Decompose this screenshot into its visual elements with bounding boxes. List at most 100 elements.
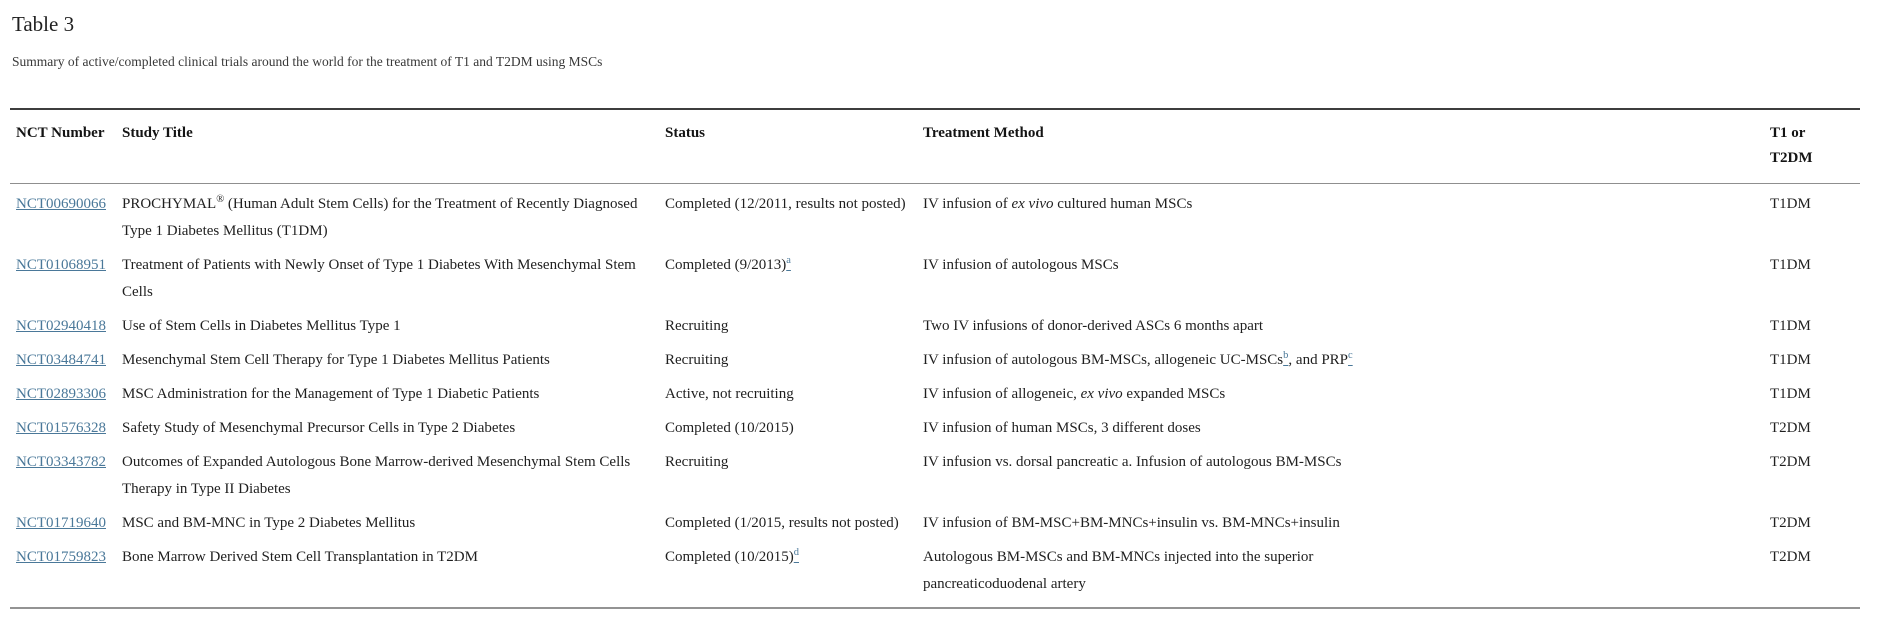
text-fragment: expanded MSCs — [1122, 386, 1226, 402]
column-header-treatment-method: Treatment Method — [923, 109, 1770, 184]
treatment-cell: Autologous BM-MSCs and BM-MNCs injected … — [923, 540, 1770, 608]
study-title-cell: Treatment of Patients with Newly Onset o… — [122, 248, 665, 309]
table-row: NCT01068951 Treatment of Patients with Ne… — [10, 248, 1860, 309]
text-fragment: Completed (10/2015) — [665, 420, 794, 436]
italic-text: ex vivo — [1011, 196, 1054, 212]
nct-link[interactable]: NCT01068951 — [16, 257, 106, 273]
text-fragment: Treatment of Patients with Newly Onset o… — [122, 257, 636, 300]
text-fragment: Autologous BM-MSCs and BM-MNCs injected … — [923, 549, 1314, 565]
text-fragment: MSC and BM-MNC in Type 2 Diabetes Mellit… — [122, 515, 416, 531]
type-cell: T1DM — [1770, 257, 1811, 273]
text-fragment: Recruiting — [665, 352, 729, 368]
nct-link[interactable]: NCT00690066 — [16, 196, 106, 212]
type-cell: T2DM — [1770, 420, 1811, 436]
text-fragment: Outcomes of Expanded Autologous Bone Mar… — [122, 454, 631, 497]
treatment-cell: IV infusion of human MSCs, 3 different d… — [923, 411, 1770, 445]
table-row: NCT00690066 PROCHYMAL® (Human Adult Stem … — [10, 184, 1860, 249]
nct-cell: NCT01719640 — [10, 506, 122, 540]
text-fragment: Recruiting — [665, 454, 729, 470]
text-fragment: , and PRP — [1288, 352, 1349, 368]
footnote-link-d[interactable]: d — [793, 547, 799, 558]
text-fragment: IV infusion of autologous BM-MSCs, allog… — [923, 352, 1284, 368]
table-row: NCT02893306 MSC Administration for the Ma… — [10, 377, 1860, 411]
table-label: Table 3 — [12, 12, 75, 36]
nct-link[interactable]: NCT03484741 — [16, 352, 106, 368]
table-row: NCT01759823 Bone Marrow Derived Stem Cell… — [10, 540, 1860, 608]
text-fragment: IV infusion of allogeneic, — [923, 386, 1081, 402]
table-row: NCT03484741 Mesenchymal Stem Cell Therapy… — [10, 343, 1860, 377]
type-cell: T2DM — [1770, 454, 1811, 470]
nct-link[interactable]: NCT01719640 — [16, 515, 106, 531]
status-cell: Recruiting — [665, 309, 923, 343]
text-fragment: Recruiting — [665, 318, 729, 334]
column-header-type: T1 or T2DM — [1770, 109, 1860, 184]
nct-cell: NCT01576328 — [10, 411, 122, 445]
text-fragment: IV infusion vs. dorsal pancreatic a. Inf… — [923, 454, 1342, 470]
header-row: NCT Number Study Title Status Treatment … — [10, 109, 1860, 184]
status-cell: Completed (12/2011, results not posted) — [665, 184, 923, 249]
table-row: NCT03343782 Outcomes of Expanded Autologo… — [10, 445, 1860, 506]
text-fragment: Completed (12/2011, results not posted) — [665, 196, 906, 212]
italic-text: ex vivo — [1080, 386, 1123, 402]
superscript-text: ® — [216, 194, 225, 205]
column-header-status: Status — [665, 109, 923, 184]
text-fragment: IV infusion of human MSCs, 3 different d… — [923, 420, 1201, 436]
text-fragment: Completed (1/2015, results not posted) — [665, 515, 899, 531]
nct-cell: NCT01759823 — [10, 540, 122, 608]
nct-cell: NCT01068951 — [10, 248, 122, 309]
nct-link[interactable]: NCT01576328 — [16, 420, 106, 436]
footnote-link-a[interactable]: a — [786, 255, 791, 266]
treatment-cell: IV infusion of allogeneic, ex vivo expan… — [923, 377, 1770, 411]
nct-cell: NCT00690066 — [10, 184, 122, 249]
study-title-cell: PROCHYMAL® (Human Adult Stem Cells) for … — [122, 184, 665, 249]
text-fragment: IV infusion of — [923, 196, 1012, 212]
study-title-cell: MSC and BM-MNC in Type 2 Diabetes Mellit… — [122, 506, 665, 540]
nct-cell: NCT03343782 — [10, 445, 122, 506]
study-title-cell: Bone Marrow Derived Stem Cell Transplant… — [122, 540, 665, 608]
status-cell: Completed (9/2013)a — [665, 248, 923, 309]
table-header: NCT Number Study Title Status Treatment … — [10, 109, 1860, 184]
text-fragment: IV infusion of BM-MSC+BM-MNCs+insulin vs… — [923, 515, 1340, 531]
table-row: NCT02940418 Use of Stem Cells in Diabetes… — [10, 309, 1860, 343]
study-title-cell: MSC Administration for the Management of… — [122, 377, 665, 411]
nct-link[interactable]: NCT01759823 — [16, 549, 106, 565]
status-cell: Completed (10/2015) — [665, 411, 923, 445]
text-fragment: MSC Administration for the Management of… — [122, 386, 540, 402]
text-fragment: pancreaticoduodenal artery — [923, 576, 1086, 592]
treatment-cell: IV infusion vs. dorsal pancreatic a. Inf… — [923, 445, 1770, 506]
type-cell: T1DM — [1770, 196, 1811, 212]
text-fragment: IV infusion of autologous MSCs — [923, 257, 1119, 273]
type-cell: T1DM — [1770, 386, 1811, 402]
text-fragment: (Human Adult Stem Cells) for the Treatme… — [122, 196, 638, 239]
text-fragment: Use of Stem Cells in Diabetes Mellitus T… — [122, 318, 401, 334]
text-fragment: Completed (10/2015) — [665, 549, 794, 565]
text-fragment: Active, not recruiting — [665, 386, 794, 402]
column-header-nct-number: NCT Number — [10, 109, 122, 184]
footnote-link-c[interactable]: c — [1348, 350, 1353, 361]
treatment-cell: IV infusion of autologous BM-MSCs, allog… — [923, 343, 1770, 377]
type-cell: T2DM — [1770, 515, 1811, 531]
footnote-link-b[interactable]: b — [1283, 350, 1289, 361]
nct-cell: NCT02893306 — [10, 377, 122, 411]
text-fragment: PROCHYMAL — [122, 196, 217, 212]
table-row: NCT01719640 MSC and BM-MNC in Type 2 Diab… — [10, 506, 1860, 540]
study-title-cell: Safety Study of Mesenchymal Precursor Ce… — [122, 411, 665, 445]
text-fragment: cultured human MSCs — [1053, 196, 1193, 212]
text-fragment: Mesenchymal Stem Cell Therapy for Type 1… — [122, 352, 550, 368]
treatment-cell: IV infusion of ex vivo cultured human MS… — [923, 184, 1770, 249]
nct-link[interactable]: NCT02893306 — [16, 386, 106, 402]
status-cell: Recruiting — [665, 343, 923, 377]
nct-link[interactable]: NCT03343782 — [16, 454, 106, 470]
status-cell: Active, not recruiting — [665, 377, 923, 411]
text-fragment: Safety Study of Mesenchymal Precursor Ce… — [122, 420, 516, 436]
nct-cell: NCT02940418 — [10, 309, 122, 343]
table-description: Summary of active/completed clinical tri… — [12, 54, 603, 69]
status-cell: Recruiting — [665, 445, 923, 506]
study-title-cell: Mesenchymal Stem Cell Therapy for Type 1… — [122, 343, 665, 377]
type-cell: T1DM — [1770, 352, 1811, 368]
text-fragment: Bone Marrow Derived Stem Cell Transplant… — [122, 549, 478, 565]
treatment-cell: IV infusion of BM-MSC+BM-MNCs+insulin vs… — [923, 506, 1770, 540]
nct-cell: NCT03484741 — [10, 343, 122, 377]
nct-link[interactable]: NCT02940418 — [16, 318, 106, 334]
treatment-cell: Two IV infusions of donor-derived ASCs 6… — [923, 309, 1770, 343]
